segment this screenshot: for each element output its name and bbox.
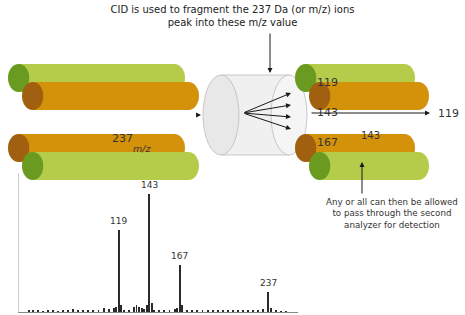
svg-text:167: 167 (317, 136, 338, 149)
svg-text:237: 237 (260, 278, 277, 288)
svg-text:m/z: m/z (133, 143, 151, 154)
svg-text:143: 143 (317, 106, 338, 119)
svg-text:143: 143 (141, 180, 158, 190)
svg-text:CID is used to fragment the 23: CID is used to fragment the 237 Da (or m… (111, 4, 355, 28)
svg-text:237: 237 (112, 132, 133, 145)
svg-text:119: 119 (438, 107, 459, 120)
svg-text:143: 143 (361, 130, 380, 141)
svg-text:167: 167 (171, 251, 188, 261)
svg-text:Any or all can then be allowed: Any or all can then be allowedto pass th… (326, 197, 458, 230)
svg-text:119: 119 (317, 76, 338, 89)
svg-text:119: 119 (110, 216, 127, 226)
